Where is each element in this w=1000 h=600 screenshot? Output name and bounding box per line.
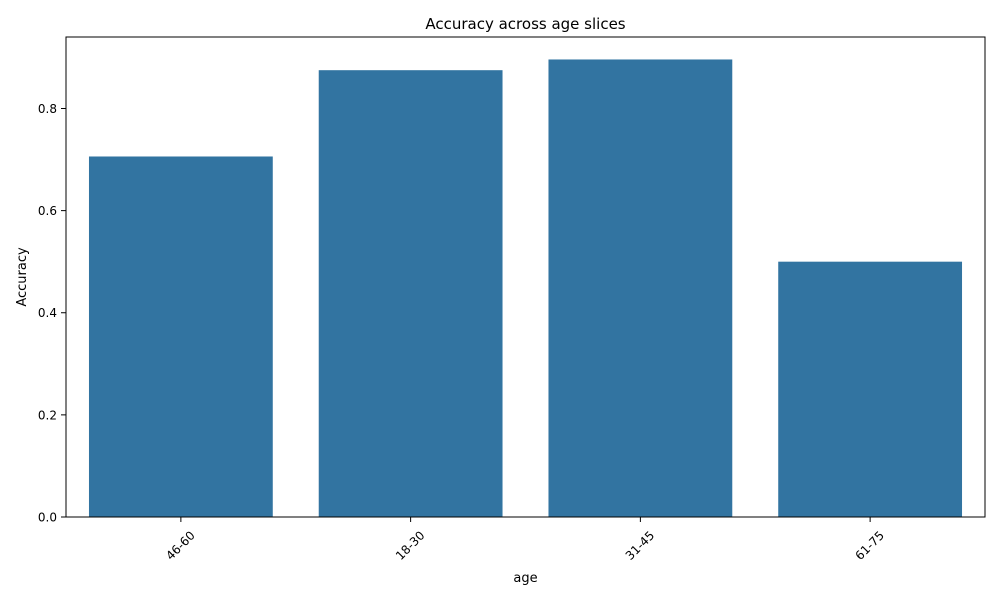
plot-frame bbox=[65, 36, 986, 518]
y-tick-label: 0.6 bbox=[38, 204, 57, 218]
x-tick-label: 18-30 bbox=[393, 528, 428, 563]
bar-61-75 bbox=[778, 261, 963, 517]
bar-46-60 bbox=[88, 156, 273, 518]
y-tick-label: 0.8 bbox=[38, 102, 57, 116]
y-axis-ticks: 0.0 0.2 0.4 0.6 0.8 bbox=[38, 102, 66, 525]
chart-title: Accuracy across age slices bbox=[425, 15, 625, 33]
x-axis-ticks: 46-60 18-30 31-45 61-75 bbox=[163, 517, 887, 563]
y-tick-label: 0.4 bbox=[38, 306, 57, 320]
x-axis-label: age bbox=[513, 571, 537, 586]
bar-group bbox=[88, 59, 963, 518]
x-tick-label: 61-75 bbox=[852, 528, 887, 563]
bar-18-30 bbox=[318, 70, 503, 517]
x-tick-label: 31-45 bbox=[623, 528, 658, 563]
bar-31-45 bbox=[548, 59, 733, 517]
x-tick-label: 46-60 bbox=[163, 528, 198, 563]
y-tick-label: 0.2 bbox=[38, 408, 57, 422]
y-axis-label: Accuracy bbox=[15, 247, 30, 307]
y-tick-label: 0.0 bbox=[38, 511, 57, 525]
